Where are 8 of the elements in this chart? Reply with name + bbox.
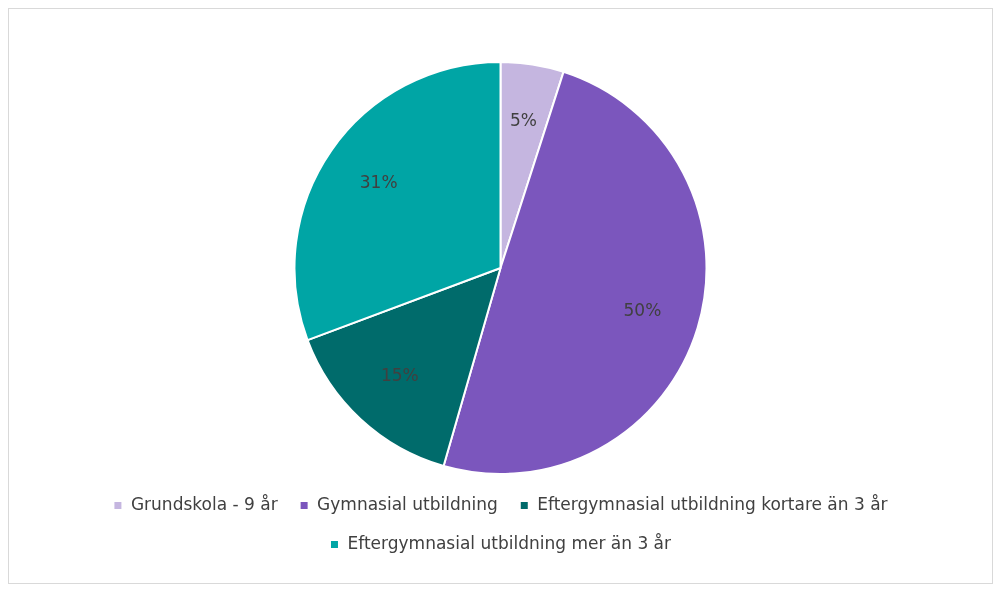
data-label: 5% <box>509 109 537 130</box>
legend-label: Eftergymnasial utbildning kortare än 3 år <box>537 493 888 514</box>
legend-label: Eftergymnasial utbildning mer än 3 år <box>347 532 672 553</box>
data-label: 15% <box>380 365 419 386</box>
legend-label: Grundskola - 9 år <box>130 493 278 514</box>
legend-label: Gymnasial utbildning <box>317 493 498 514</box>
data-label: 50% <box>623 299 662 320</box>
data-label: 31% <box>359 171 398 192</box>
